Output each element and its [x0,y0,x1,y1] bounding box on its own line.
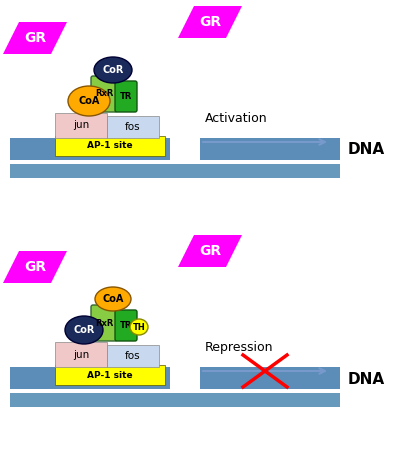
FancyBboxPatch shape [107,345,159,367]
Text: fos: fos [125,122,141,132]
FancyBboxPatch shape [10,164,340,178]
Text: GR: GR [199,244,221,258]
FancyBboxPatch shape [115,81,137,112]
Text: GR: GR [24,260,46,274]
Ellipse shape [130,319,148,335]
Text: jun: jun [73,120,89,131]
FancyBboxPatch shape [55,113,107,138]
Text: DNA: DNA [348,371,385,387]
Text: DNA: DNA [348,142,385,158]
Text: CoA: CoA [102,294,124,304]
Polygon shape [3,22,67,54]
Ellipse shape [95,287,131,311]
FancyBboxPatch shape [55,136,165,156]
FancyBboxPatch shape [170,133,200,163]
Polygon shape [3,251,67,283]
Polygon shape [178,6,242,38]
Text: RxR: RxR [95,89,113,98]
FancyBboxPatch shape [170,362,200,392]
FancyBboxPatch shape [91,76,117,112]
Text: TR: TR [120,92,132,101]
Text: jun: jun [73,349,89,360]
FancyBboxPatch shape [10,367,340,389]
FancyBboxPatch shape [91,305,117,341]
FancyBboxPatch shape [10,138,340,160]
FancyBboxPatch shape [10,393,340,407]
Ellipse shape [65,316,103,344]
Text: RxR: RxR [95,318,113,327]
Text: CoR: CoR [73,325,95,335]
Text: AP-1 site: AP-1 site [87,142,133,151]
Text: CoA: CoA [78,96,100,106]
Text: AP-1 site: AP-1 site [87,371,133,380]
Text: GR: GR [199,15,221,29]
Polygon shape [178,235,242,267]
Ellipse shape [68,86,110,116]
FancyBboxPatch shape [107,116,159,138]
Text: Repression: Repression [205,340,274,354]
Text: fos: fos [125,351,141,361]
Text: Activation: Activation [205,111,268,125]
FancyBboxPatch shape [55,365,165,385]
Text: CoR: CoR [102,65,124,75]
FancyBboxPatch shape [55,342,107,367]
Ellipse shape [94,57,132,83]
Text: TR: TR [120,321,132,330]
FancyBboxPatch shape [115,310,137,341]
Text: GR: GR [24,31,46,45]
Text: TH: TH [133,322,145,332]
